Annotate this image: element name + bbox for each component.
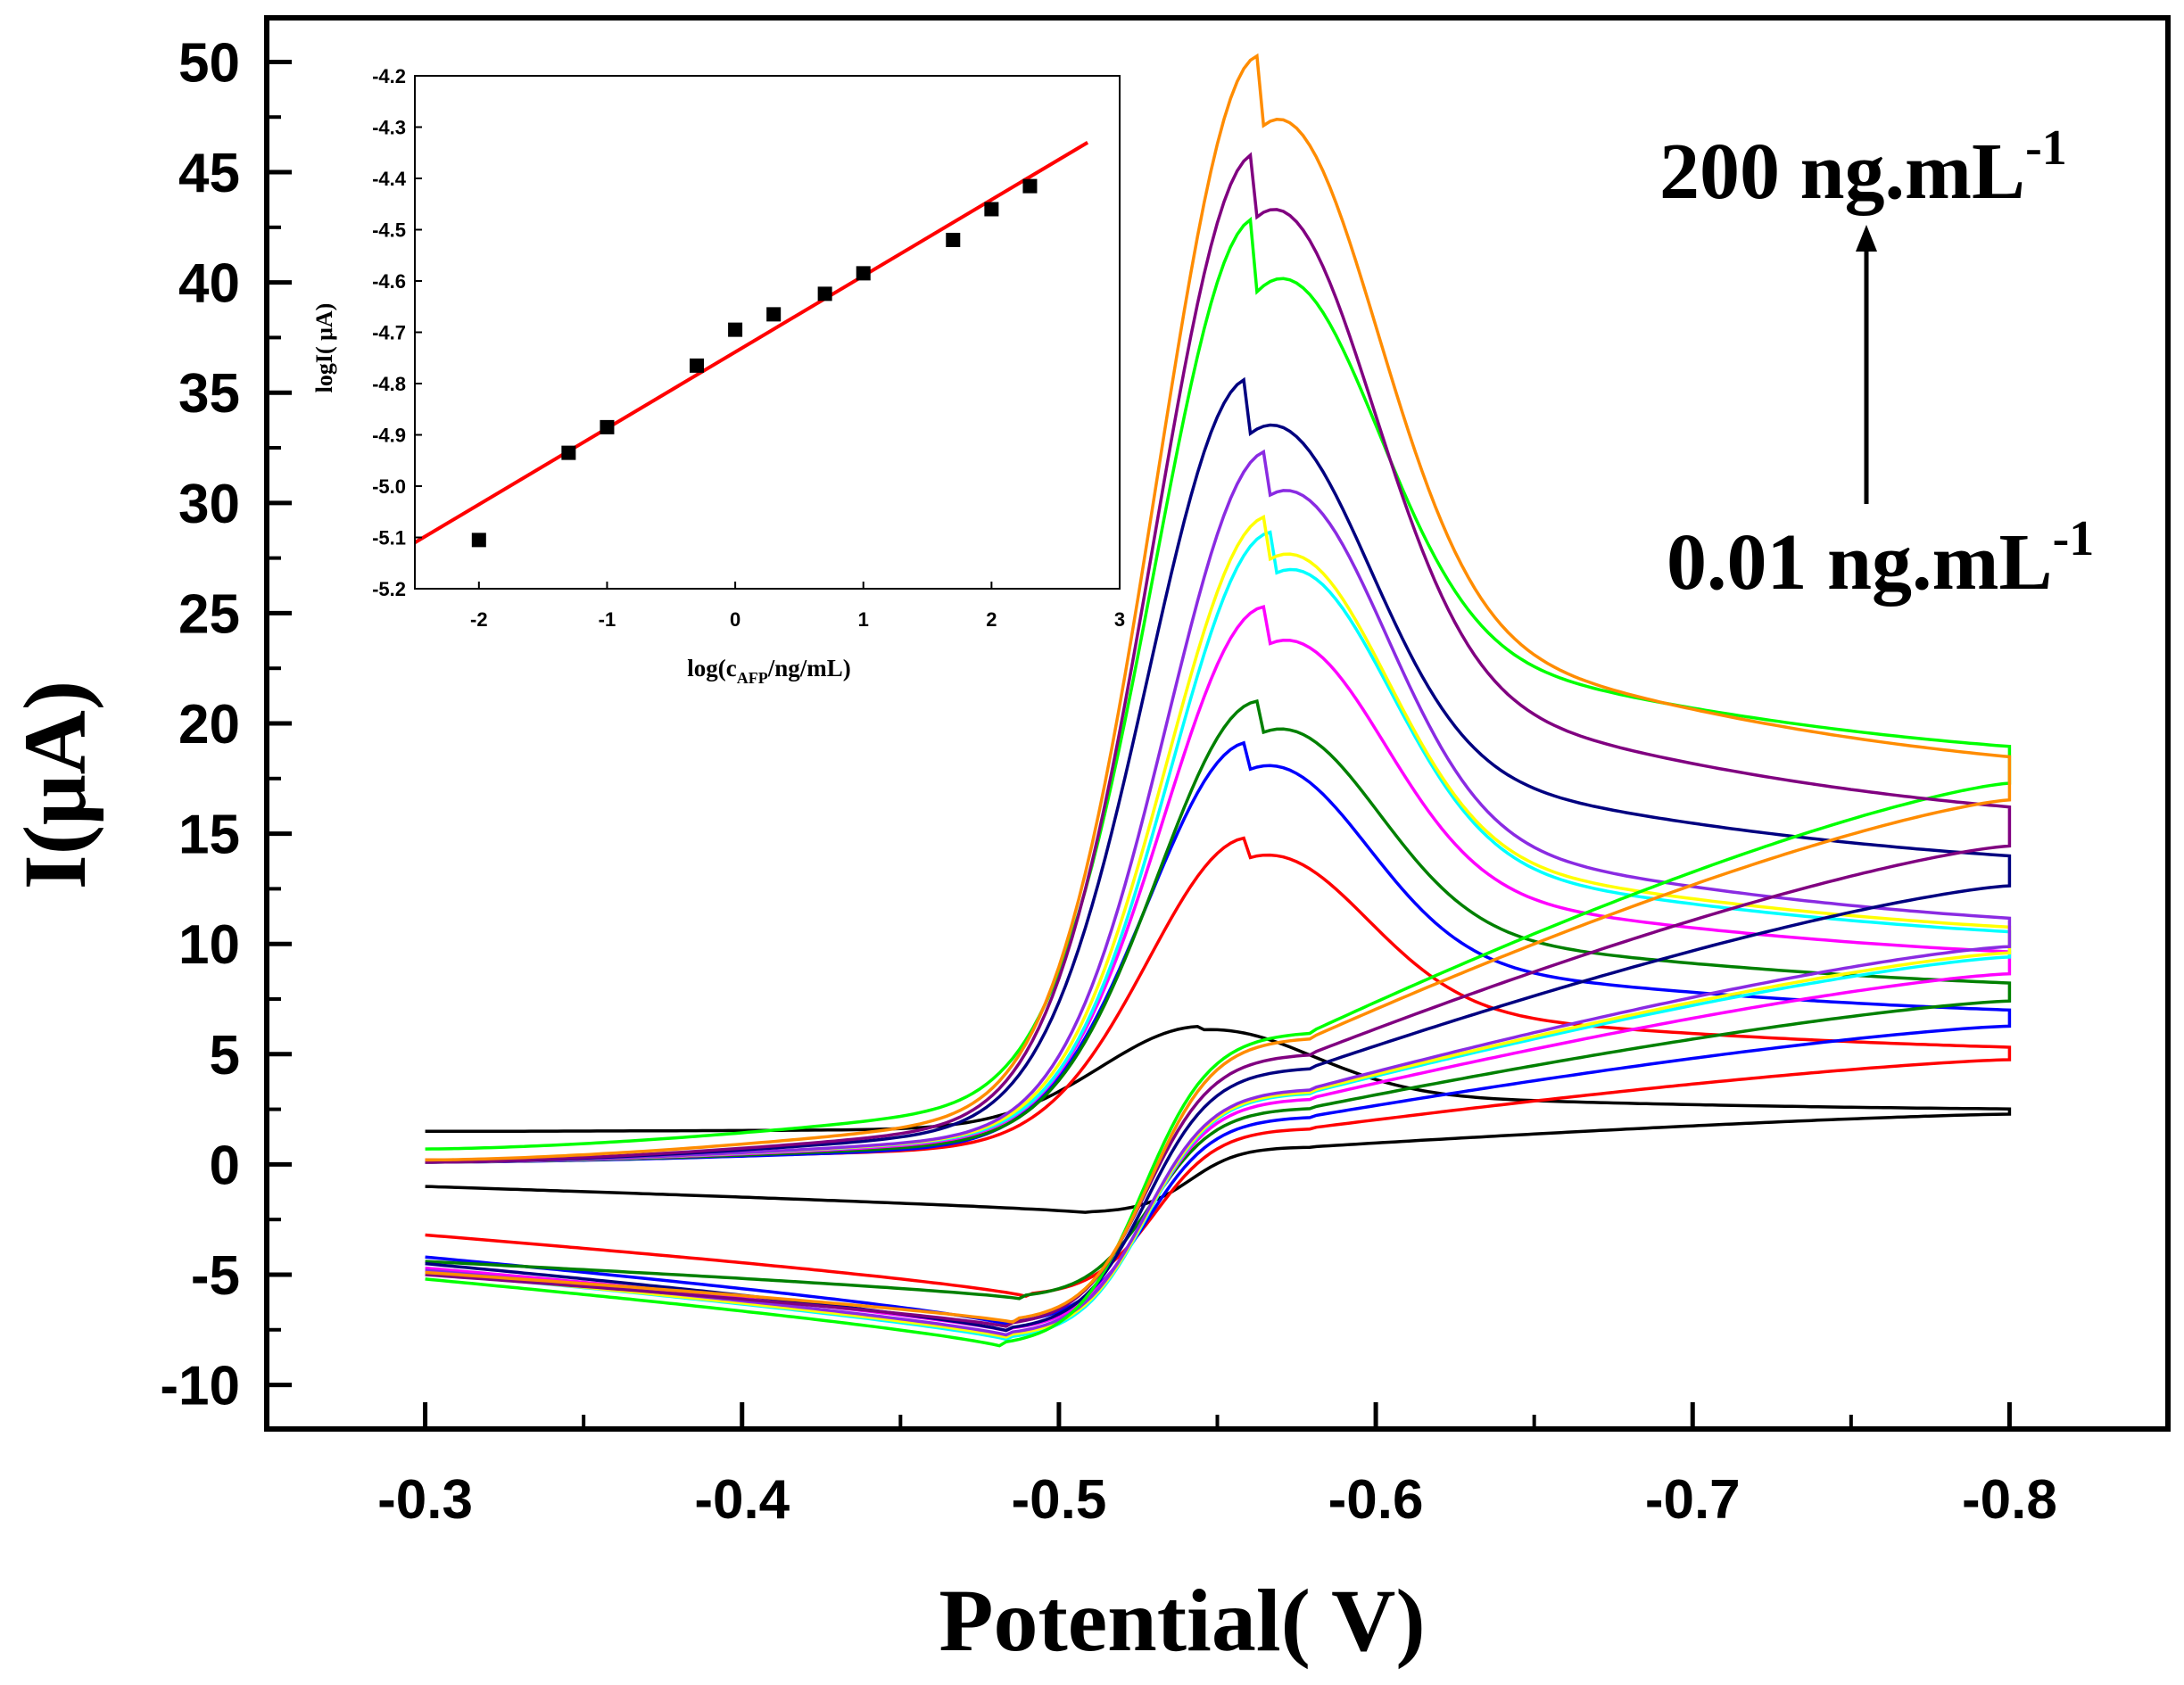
main-y-axis: -10 -5 0 5 10 15 20 25 30 35 40 45 50 bbox=[160, 32, 292, 1417]
y-tick-label: 25 bbox=[178, 583, 240, 645]
inset-x-label-tail: /ng/mL) bbox=[767, 655, 851, 681]
inset-x-label-subscript: AFP bbox=[737, 669, 768, 687]
cv-series-curve bbox=[425, 152, 2012, 1328]
cv-series-curve bbox=[425, 740, 2012, 1326]
main-y-axis-label: I(μA) bbox=[5, 681, 104, 889]
annotation-high-concentration: 200 ng.mL-1 bbox=[1659, 120, 2067, 216]
inset-x-tick-label: -2 bbox=[470, 608, 488, 631]
inset-data-point bbox=[946, 233, 961, 247]
annotation-high-superscript: -1 bbox=[2025, 120, 2067, 176]
main-x-axis-label: Potential( V) bbox=[939, 1571, 1425, 1670]
x-tick-label: -0.3 bbox=[377, 1469, 473, 1531]
inset-fit-line bbox=[413, 141, 1089, 544]
y-tick-label: -10 bbox=[160, 1356, 240, 1417]
cv-series-curve bbox=[425, 698, 2012, 1301]
inset-data-point bbox=[766, 307, 782, 322]
inset-y-tick-label: -5.1 bbox=[372, 527, 406, 549]
inset-x-axis: -2 -1 0 1 2 3 bbox=[470, 582, 1125, 631]
inset-data-point bbox=[600, 419, 615, 434]
inset-y-tick-label: -4.8 bbox=[372, 373, 406, 395]
concentration-arrow-head bbox=[1856, 225, 1877, 252]
inset-data-point bbox=[817, 286, 832, 301]
main-x-axis: -0.3 -0.4 -0.5 -0.6 -0.7 -0.8 bbox=[377, 1402, 2057, 1531]
inset-y-tick-label: -4.3 bbox=[372, 117, 406, 139]
inset-data-point bbox=[1022, 178, 1038, 194]
inset-data-point bbox=[471, 533, 486, 548]
y-tick-label: 45 bbox=[178, 143, 240, 204]
inset-y-tick-label: -5.0 bbox=[372, 475, 406, 498]
main-curves bbox=[425, 53, 2012, 1348]
inset-data-point bbox=[856, 266, 871, 281]
x-tick-label: -0.7 bbox=[1645, 1469, 1741, 1531]
x-tick-label: -0.5 bbox=[1011, 1469, 1106, 1531]
inset-y-tick-label: -5.2 bbox=[372, 578, 406, 600]
inset-plot: -5.2 -5.1 -5.0 -4.9 -4.8 -4.7 -4.6 -4.5 -4.4 -4.3… bbox=[311, 65, 1125, 687]
y-tick-label: 35 bbox=[178, 363, 240, 425]
y-tick-label: 30 bbox=[178, 474, 240, 535]
y-tick-label: 10 bbox=[178, 914, 240, 976]
y-tick-label: -5 bbox=[191, 1245, 240, 1307]
annotation-low-concentration: 0.01 ng.mL-1 bbox=[1667, 511, 2094, 607]
inset-y-tick-label: -4.2 bbox=[372, 65, 406, 87]
y-tick-label: 15 bbox=[178, 805, 240, 866]
inset-y-axis-label: logI( μA) bbox=[311, 303, 337, 393]
inset-y-tick-label: -4.6 bbox=[372, 270, 406, 293]
inset-x-axis-label: log(cAFP/ng/mL) bbox=[687, 655, 851, 687]
inset-data-point bbox=[984, 202, 999, 217]
cv-series-curve bbox=[425, 514, 2012, 1339]
inset-x-tick-label: 2 bbox=[986, 608, 997, 631]
cv-series-curve bbox=[425, 449, 2012, 1337]
inset-x-tick-label: 0 bbox=[730, 608, 740, 631]
y-tick-label: 50 bbox=[178, 32, 240, 94]
inset-x-tick-label: 1 bbox=[858, 608, 869, 631]
annotation-low-text: 0.01 ng.mL bbox=[1667, 518, 2053, 607]
inset-data-point bbox=[561, 445, 576, 460]
inset-y-tick-label: -4.4 bbox=[372, 168, 407, 190]
inset-data-point bbox=[728, 322, 743, 337]
annotation-low-superscript: -1 bbox=[2053, 511, 2095, 566]
inset-y-axis: -5.2 -5.1 -5.0 -4.9 -4.8 -4.7 -4.6 -4.5 -4.4 -4.3… bbox=[372, 65, 422, 600]
inset-content bbox=[413, 141, 1089, 548]
inset-x-tick-label: 3 bbox=[1114, 608, 1125, 631]
inset-y-tick-label: -4.7 bbox=[372, 322, 406, 344]
inset-y-tick-label: -4.5 bbox=[372, 219, 406, 242]
y-tick-label: 20 bbox=[178, 694, 240, 756]
inset-data-point bbox=[690, 358, 704, 373]
cv-series-curve bbox=[425, 376, 2012, 1333]
inset-y-tick-label: -4.9 bbox=[372, 425, 406, 447]
inset-x-label-text: log(c bbox=[687, 655, 736, 681]
x-tick-label: -0.6 bbox=[1328, 1469, 1424, 1531]
inset-x-tick-label: -1 bbox=[599, 608, 616, 631]
x-tick-label: -0.8 bbox=[1962, 1469, 2057, 1531]
annotation-high-text: 200 ng.mL bbox=[1659, 128, 2025, 216]
cv-series-curve bbox=[425, 836, 2012, 1299]
y-tick-label: 40 bbox=[178, 253, 240, 315]
y-tick-label: 0 bbox=[210, 1135, 240, 1196]
cv-series-curve bbox=[425, 53, 2012, 1324]
x-tick-label: -0.4 bbox=[694, 1469, 790, 1531]
y-tick-label: 5 bbox=[210, 1025, 240, 1086]
